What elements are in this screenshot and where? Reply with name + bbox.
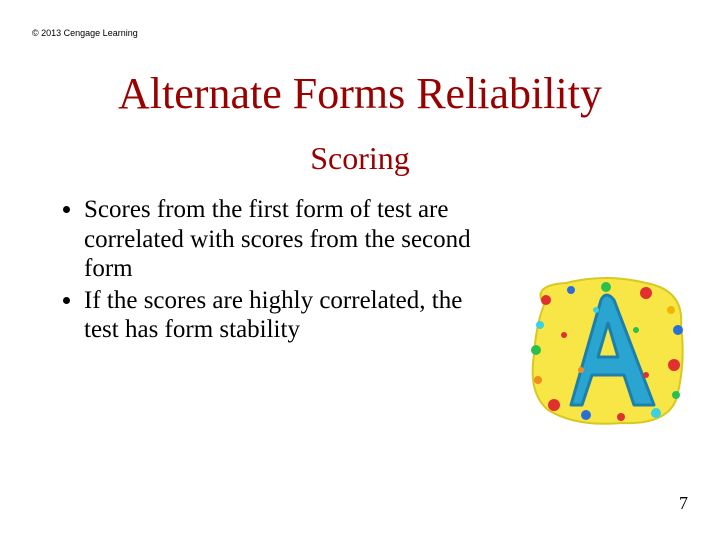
copyright-text: © 2013 Cengage Learning xyxy=(32,28,138,38)
slide-title: Alternate Forms Reliability xyxy=(0,68,720,119)
list-item: If the scores are highly correlated, the… xyxy=(84,286,490,345)
bullet-list: Scores from the first form of test are c… xyxy=(60,195,490,347)
page-number: 7 xyxy=(679,493,688,514)
slide-subtitle: Scoring xyxy=(0,140,720,177)
letter-a-graphic xyxy=(526,275,686,425)
list-item: Scores from the first form of test are c… xyxy=(84,195,490,284)
